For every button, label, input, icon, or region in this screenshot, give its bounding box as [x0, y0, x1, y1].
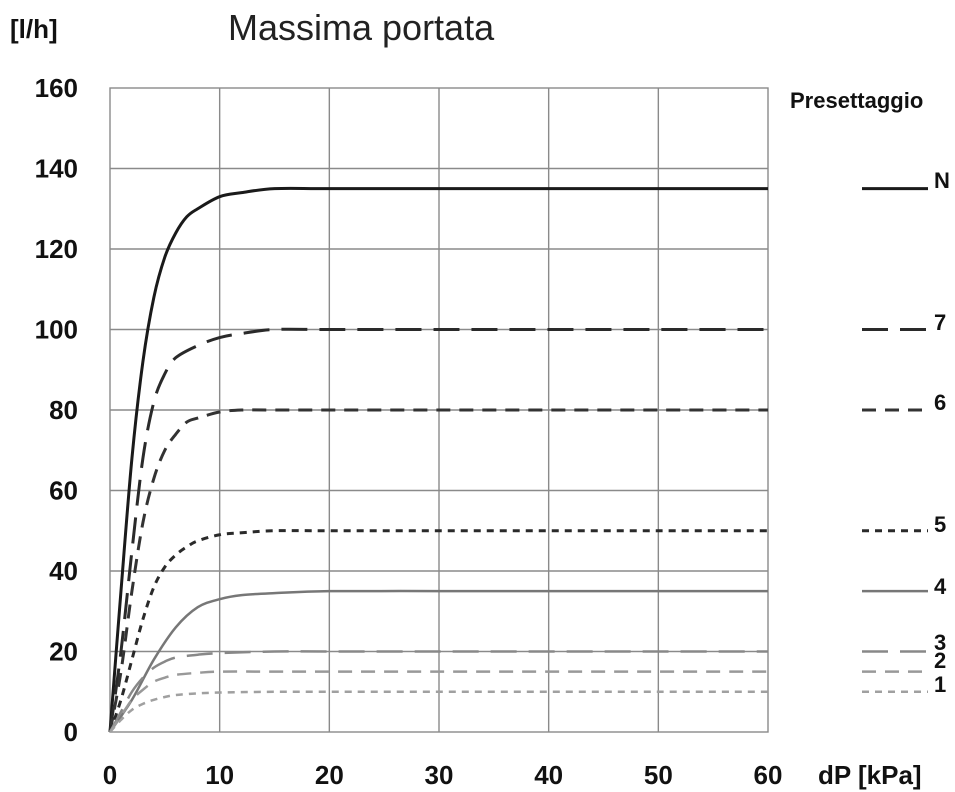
y-tick-label: 20 — [49, 637, 78, 667]
series-line-N — [108, 186, 768, 733]
x-tick-label: 10 — [205, 760, 234, 790]
tick-labels: 0 10 20 30 40 50 60 0 20 40 60 80 100 120 140 160 — [35, 73, 783, 790]
legend-label-4: 4 — [934, 574, 947, 599]
x-tick-label: 20 — [315, 760, 344, 790]
series-line-7 — [108, 327, 768, 733]
legend-title: Presettaggio — [790, 88, 923, 113]
grid — [109, 87, 769, 733]
legend: N 7 6 5 4 321 — [862, 168, 950, 697]
series-line-6 — [108, 408, 768, 733]
series-lines — [108, 186, 768, 733]
y-tick-label: 120 — [35, 234, 78, 264]
legend-label-6: 6 — [934, 390, 946, 415]
y-axis-label: [l/h] — [10, 14, 58, 44]
legend-label-N: N — [934, 168, 950, 193]
chart-title: Massima portata — [228, 7, 495, 48]
y-tick-label: 80 — [49, 395, 78, 425]
y-tick-label: 40 — [49, 556, 78, 586]
y-tick-label: 100 — [35, 315, 78, 345]
y-tick-label: 0 — [64, 717, 78, 747]
legend-label-3: 3 — [934, 630, 946, 655]
y-tick-label: 160 — [35, 73, 78, 103]
x-tick-label: 40 — [534, 760, 563, 790]
series-line-2 — [108, 670, 768, 733]
legend-label-2: 2 — [934, 648, 946, 673]
x-tick-label: 0 — [103, 760, 117, 790]
legend-label-1: 1 — [934, 672, 946, 697]
series-line-4 — [108, 589, 768, 733]
y-tick-label: 60 — [49, 476, 78, 506]
x-tick-label: 60 — [754, 760, 783, 790]
x-tick-label: 30 — [425, 760, 454, 790]
x-tick-label: 50 — [644, 760, 673, 790]
legend-label-7: 7 — [934, 310, 946, 335]
y-tick-label: 140 — [35, 154, 78, 184]
x-axis-label: dP [kPa] — [818, 760, 922, 790]
legend-label-5: 5 — [934, 512, 946, 537]
series-line-5 — [108, 529, 768, 733]
series-line-3 — [108, 650, 768, 733]
